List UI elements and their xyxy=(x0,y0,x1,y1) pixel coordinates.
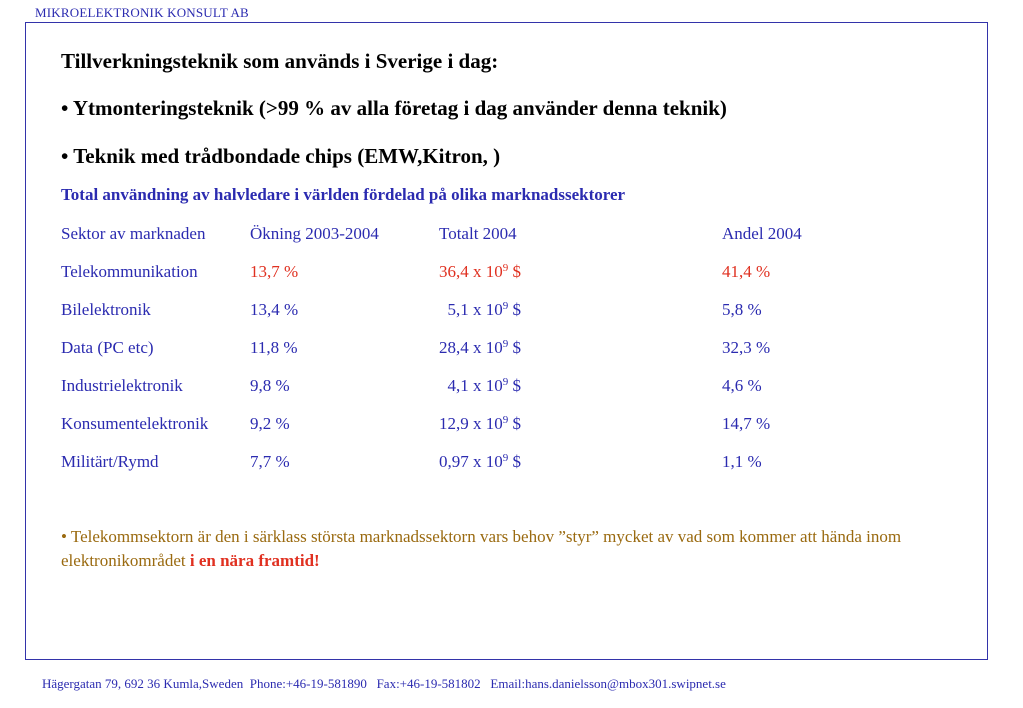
header-share: Andel 2004 xyxy=(722,224,802,243)
table-row: Bilelektronik 13,4 % 5,1 x 109 $ 5,8 % xyxy=(61,300,961,322)
bullet-wire-bonded-chips: • Teknik med trådbondade chips (EMW,Kitr… xyxy=(61,144,501,168)
row-share: 5,8 % xyxy=(722,300,762,319)
row-total-exponent: 9 xyxy=(502,338,509,350)
row-sector: Data (PC etc) xyxy=(61,338,154,357)
row-total-mantissa: 0,97 x 10 xyxy=(439,452,503,471)
slide-title: Tillverkningsteknik som används i Sverig… xyxy=(61,49,499,73)
telecom-note: • Telekommsektorn är den i särklass stör… xyxy=(61,525,941,573)
row-share: 14,7 % xyxy=(722,414,771,433)
row-total: 12,9 x 109 $ xyxy=(439,414,521,434)
row-total-unit: $ xyxy=(508,452,522,471)
row-total-mantissa: 36,4 x 10 xyxy=(439,262,503,281)
row-growth: 7,7 % xyxy=(250,452,290,471)
row-total-mantissa: 4,1 x 10 xyxy=(439,376,503,395)
header-total: Totalt 2004 xyxy=(439,224,517,243)
row-growth: 13,4 % xyxy=(250,300,299,319)
company-name: MIKROELEKTRONIK KONSULT AB xyxy=(35,5,249,20)
table-row: Telekommunikation 13,7 % 36,4 x 109 $ 41… xyxy=(61,262,961,284)
table-row: Data (PC etc) 11,8 % 28,4 x 109 $ 32,3 % xyxy=(61,338,961,360)
row-total-unit: $ xyxy=(508,338,522,357)
row-share: 32,3 % xyxy=(722,338,771,357)
row-total-unit: $ xyxy=(508,300,522,319)
row-total-exponent: 9 xyxy=(502,300,509,312)
row-total-exponent: 9 xyxy=(502,262,509,274)
row-total-unit: $ xyxy=(508,376,522,395)
row-total-unit: $ xyxy=(508,414,522,433)
row-growth: 13,7 % xyxy=(250,262,299,281)
row-total-exponent: 9 xyxy=(502,376,509,388)
row-total-unit: $ xyxy=(508,262,522,281)
footer-contact: Hägergatan 79, 692 36 Kumla,Sweden Phone… xyxy=(42,676,726,691)
row-total: 5,1 x 109 $ xyxy=(439,300,522,320)
note-text: • Telekommsektorn är den i särklass stör… xyxy=(61,527,902,570)
row-sector: Industrielektronik xyxy=(61,376,183,395)
header-sector: Sektor av marknaden xyxy=(61,224,206,243)
row-share: 1,1 % xyxy=(722,452,762,471)
row-total-exponent: 9 xyxy=(502,414,509,426)
row-total-mantissa: 12,9 x 10 xyxy=(439,414,503,433)
table-caption: Total användning av halvledare i världen… xyxy=(61,185,626,204)
row-growth: 9,8 % xyxy=(250,376,290,395)
row-total-mantissa: 5,1 x 10 xyxy=(439,300,503,319)
row-sector: Militärt/Rymd xyxy=(61,452,159,471)
row-sector: Telekommunikation xyxy=(61,262,198,281)
row-total: 0,97 x 109 $ xyxy=(439,452,521,472)
table-row: Militärt/Rymd 7,7 % 0,97 x 109 $ 1,1 % xyxy=(61,452,961,474)
row-total-exponent: 9 xyxy=(502,452,509,464)
row-total-mantissa: 28,4 x 10 xyxy=(439,338,503,357)
row-share: 4,6 % xyxy=(722,376,762,395)
row-growth: 11,8 % xyxy=(250,338,298,357)
table-header-row: Sektor av marknaden Ökning 2003-2004 Tot… xyxy=(61,224,961,246)
row-total: 28,4 x 109 $ xyxy=(439,338,521,358)
row-total: 4,1 x 109 $ xyxy=(439,376,522,396)
row-growth: 9,2 % xyxy=(250,414,290,433)
row-share: 41,4 % xyxy=(722,262,771,281)
table-row: Konsumentelektronik 9,2 % 12,9 x 109 $ 1… xyxy=(61,414,961,436)
table-row: Industrielektronik 9,8 % 4,1 x 109 $ 4,6… xyxy=(61,376,961,398)
header-growth: Ökning 2003-2004 xyxy=(250,224,379,243)
row-sector: Konsumentelektronik xyxy=(61,414,209,433)
note-highlight: i en nära framtid! xyxy=(189,551,320,570)
row-sector: Bilelektronik xyxy=(61,300,151,319)
row-total: 36,4 x 109 $ xyxy=(439,262,521,282)
slide-frame xyxy=(25,22,988,660)
bullet-surface-mount: • Ytmonteringsteknik (>99 % av alla före… xyxy=(61,96,727,120)
